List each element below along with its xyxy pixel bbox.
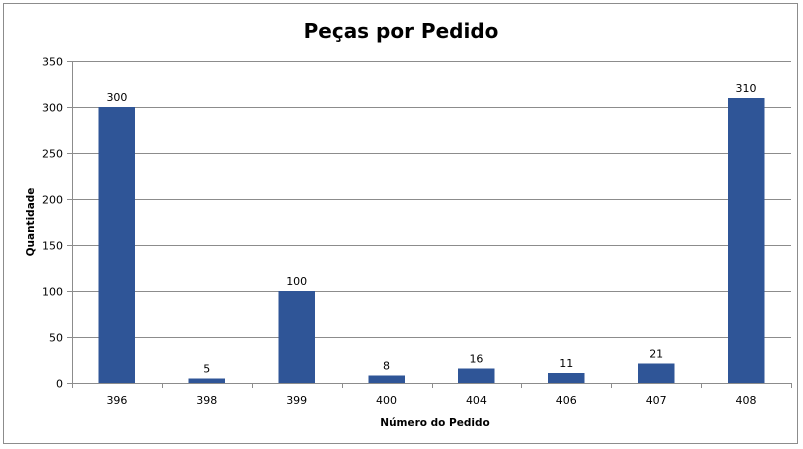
bar-407 [637, 363, 675, 383]
data-label-406: 11 [559, 357, 573, 370]
data-label-404: 16 [469, 352, 483, 365]
bar-400 [368, 375, 405, 383]
x-tick-label: 396 [106, 394, 127, 407]
x-tick-label: 404 [466, 394, 487, 407]
bar-398 [188, 378, 226, 383]
y-tick-label: 200 [42, 194, 63, 207]
axes [67, 61, 792, 388]
x-tick-label: 400 [376, 394, 397, 407]
y-tick-label: 250 [42, 148, 63, 161]
y-tick-label: 300 [42, 102, 63, 115]
x-axis-label: Número do Pedido [380, 417, 489, 429]
x-tick-label: 398 [196, 394, 217, 407]
data-label-408: 310 [736, 82, 757, 95]
y-tick-label: 350 [42, 56, 63, 69]
y-tick-label: 150 [42, 240, 63, 253]
x-tick-label: 407 [646, 394, 667, 407]
y-tick-label: 0 [56, 378, 63, 391]
y-tick-label: 100 [42, 286, 63, 299]
x-tick-label: 408 [736, 394, 757, 407]
bars [98, 97, 765, 384]
x-tick-labels: 396 398 399 400 404 406 407 408 [106, 394, 756, 407]
bar-396 [98, 107, 136, 383]
data-labels: 300 5 100 8 16 11 21 310 [106, 82, 756, 376]
bar-399 [278, 291, 315, 383]
y-tick-label: 50 [49, 332, 63, 345]
data-label-399: 100 [286, 275, 307, 288]
data-label-400: 8 [383, 360, 390, 373]
bar-404 [458, 368, 495, 383]
data-label-398: 5 [203, 362, 210, 375]
y-axis-label: Quantidade [25, 188, 37, 257]
y-tick-labels: 0 50 100 150 200 250 300 350 [42, 56, 63, 391]
data-label-407: 21 [649, 348, 663, 361]
gridlines [72, 61, 791, 338]
chart-title: Peças por Pedido [304, 19, 499, 43]
data-label-396: 300 [106, 91, 127, 104]
x-tick-label: 399 [286, 394, 307, 407]
bar-406 [548, 372, 585, 383]
bar-408 [727, 97, 765, 384]
x-tick-label: 406 [556, 394, 577, 407]
